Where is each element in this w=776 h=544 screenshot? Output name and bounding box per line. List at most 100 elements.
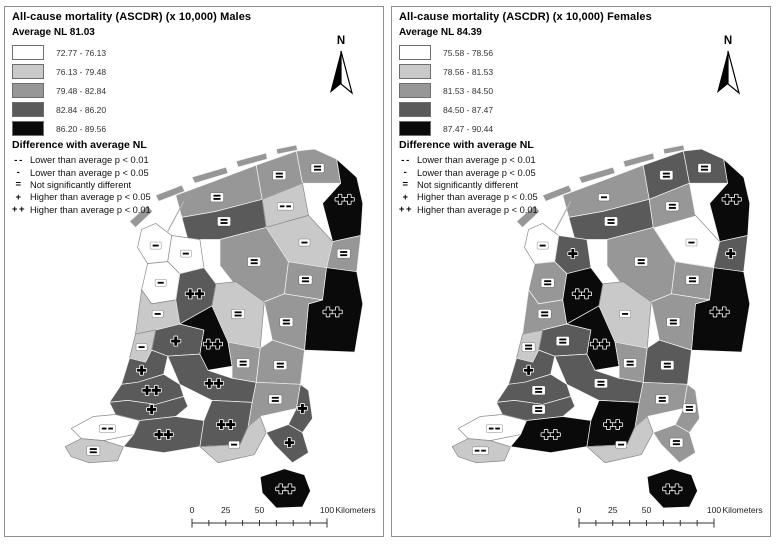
significance-symbol <box>170 335 182 347</box>
significance-symbol <box>146 404 158 415</box>
scale-label: 50 <box>255 505 265 515</box>
significance-symbol <box>567 248 579 260</box>
scale-unit-label: Kilometers <box>336 505 376 515</box>
significance-symbol <box>486 424 503 433</box>
legend-class-label: 78.56 - 81.53 <box>443 66 494 77</box>
scale-label: 50 <box>642 505 652 515</box>
north-arrow: N <box>319 35 363 105</box>
legend-class-label: 75.58 - 78.56 <box>443 47 494 58</box>
diff-label: Higher than average p < 0.05 <box>417 192 538 203</box>
significance-symbol <box>718 306 730 318</box>
significance-symbol <box>268 394 283 405</box>
panel-females: All-cause mortality (ASCDR) (x 10,000) F… <box>391 6 771 537</box>
legend-class-row: 84.50 - 87.47 <box>399 100 493 119</box>
diff-legend-row: + Higher than average p < 0.05 <box>395 191 538 203</box>
significance-symbol <box>665 201 680 212</box>
diff-legend-row: = Not significantly different <box>395 179 538 191</box>
significance-symbol <box>310 163 325 173</box>
diff-legend-females: - - Lower than average p < 0.01- Lower tha… <box>395 154 538 216</box>
significance-symbol <box>531 385 546 396</box>
legend-swatch <box>399 44 431 61</box>
scale-label: 0 <box>190 505 195 515</box>
significance-symbol <box>236 358 250 368</box>
significance-symbol <box>682 403 697 414</box>
average-label-females: Average NL 84.39 <box>399 27 482 38</box>
diff-legend-row: - Lower than average p < 0.05 <box>8 166 151 178</box>
scale-label: 100 <box>707 505 721 515</box>
legend-class-row: 86.20 - 89.56 <box>12 119 106 138</box>
legend-swatch <box>12 82 44 99</box>
diff-symbol: + <box>402 191 408 203</box>
north-arrow-icon <box>717 50 741 95</box>
significance-symbol <box>150 384 162 396</box>
scale-label: 25 <box>608 505 618 515</box>
significance-symbol <box>86 445 101 456</box>
significance-symbol <box>571 288 583 300</box>
diff-symbol: - - <box>14 154 22 166</box>
significance-symbol <box>521 342 536 352</box>
significance-symbol <box>685 274 700 285</box>
legend-class-label: 86.20 - 89.56 <box>56 123 107 134</box>
significance-symbol <box>141 384 153 396</box>
significance-symbol <box>589 338 601 350</box>
significance-symbol <box>659 170 674 180</box>
class-legend-females: 75.58 - 78.56 78.56 - 81.53 81.53 - 84.50 8… <box>399 43 493 138</box>
significance-symbol <box>523 364 535 376</box>
class-legend-males: 72.77 - 76.13 76.13 - 79.48 79.48 - 82.84 8… <box>12 43 106 138</box>
scale-label: 100 <box>320 505 334 515</box>
wadden-island <box>662 144 685 155</box>
diff-legend-row: - Lower than average p < 0.05 <box>395 166 538 178</box>
significance-symbol <box>203 377 215 389</box>
legend-class-label: 76.13 - 79.48 <box>56 66 107 77</box>
significance-symbol <box>202 338 214 350</box>
diff-symbol: + + <box>11 204 25 216</box>
diff-label: Higher than average p < 0.01 <box>30 204 151 215</box>
significance-symbol <box>540 277 555 288</box>
significance-symbol <box>549 429 561 441</box>
wadden-island <box>129 204 154 228</box>
diff-legend-row: - - Lower than average p < 0.01 <box>395 154 538 166</box>
significance-symbol <box>153 429 165 441</box>
netherlands-map-males <box>64 144 364 509</box>
wadden-island <box>275 144 298 155</box>
significance-symbol <box>660 360 675 370</box>
region-brabant-se <box>199 416 267 464</box>
wadden-island <box>578 166 616 184</box>
scale-bar-females: 0 25 50 100 Kilometers <box>577 505 763 528</box>
scale-label: 0 <box>577 505 582 515</box>
significance-symbol <box>213 377 225 389</box>
legend-swatch <box>12 63 44 80</box>
significance-symbol <box>231 309 245 319</box>
diff-label: Lower than average p < 0.05 <box>30 167 149 178</box>
wadden-island <box>191 166 229 184</box>
north-label: N <box>336 35 346 47</box>
significance-symbol <box>273 360 288 370</box>
significance-symbol <box>666 317 681 327</box>
significance-symbol <box>297 403 308 414</box>
diff-symbol: - - <box>401 154 409 166</box>
north-label: N <box>723 35 733 47</box>
diff-legend-row: - - Lower than average p < 0.01 <box>8 154 151 166</box>
netherlands-map-females <box>451 144 751 509</box>
legend-swatch <box>399 101 431 118</box>
significance-symbol <box>634 256 648 267</box>
significance-symbol <box>662 483 674 495</box>
significance-symbol <box>604 216 618 227</box>
diff-legend-title: Difference with average NL <box>399 139 534 151</box>
map-title-males: All-cause mortality (ASCDR) (x 10,000) M… <box>12 11 252 23</box>
significance-symbol <box>336 248 351 259</box>
legend-class-row: 78.56 - 81.53 <box>399 62 493 81</box>
significance-symbol <box>283 437 295 449</box>
region-brabant-se <box>586 416 654 464</box>
legend-class-row: 81.53 - 84.50 <box>399 81 493 100</box>
significance-symbol <box>555 336 570 346</box>
diff-label: Lower than average p < 0.01 <box>417 155 536 166</box>
north-arrow-icon <box>330 50 354 95</box>
significance-symbol <box>247 256 261 267</box>
diff-label: Lower than average p < 0.01 <box>30 155 149 166</box>
diff-symbol: + <box>15 191 21 203</box>
diff-legend-males: - - Lower than average p < 0.01- Lower tha… <box>8 154 151 216</box>
legend-class-label: 72.77 - 76.13 <box>56 47 107 58</box>
significance-symbol <box>279 317 294 327</box>
